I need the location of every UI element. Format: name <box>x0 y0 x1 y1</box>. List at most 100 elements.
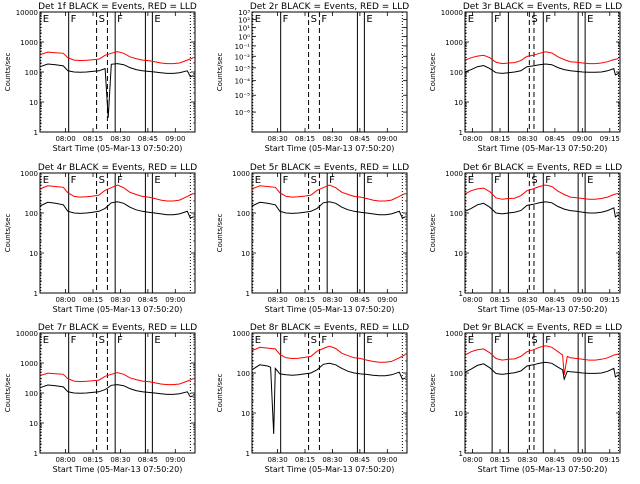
y-tick-label: 10 <box>454 410 463 418</box>
x-tick-label: 09:00 <box>377 296 397 304</box>
y-tick-label: 1000 <box>20 170 38 178</box>
x-tick-label: 08:45 <box>350 135 370 143</box>
plot-frame <box>251 11 408 133</box>
plot-frame <box>464 172 621 294</box>
marker-label: F <box>283 335 289 346</box>
y-tick-label: 10⁻¹ <box>235 43 251 51</box>
y-tick-label: 1000 <box>20 360 38 368</box>
marker-label: E <box>468 175 474 186</box>
y-tick-label: 1 <box>459 129 463 137</box>
marker-label: S <box>311 175 317 186</box>
x-tick-label: 09:00 <box>165 296 185 304</box>
marker-label: E <box>43 335 49 346</box>
y-axis-label: Counts/sec <box>216 214 224 253</box>
x-tick-label: 08:45 <box>138 456 158 464</box>
marker-label: F <box>545 335 551 346</box>
series-line-1 <box>464 51 619 65</box>
y-tick-label: 10⁻² <box>235 53 251 61</box>
y-tick-label: 1000 <box>445 39 463 47</box>
marker-label: E <box>154 14 160 25</box>
y-tick-label: 1 <box>34 450 38 458</box>
x-tick-label: 08:00 <box>463 456 483 464</box>
x-tick-label: 08:45 <box>545 456 565 464</box>
y-tick-label: 1 <box>34 129 38 137</box>
panel-title: Det 8r BLACK = Events, RED = LLD <box>250 323 409 333</box>
x-tick-label: 08:15 <box>490 135 510 143</box>
marker-label: F <box>283 175 289 186</box>
y-tick-label: 1000 <box>232 170 250 178</box>
y-tick-label: 10 <box>29 420 38 428</box>
marker-label: E <box>366 175 372 186</box>
marker-label: S <box>531 335 537 346</box>
marker-label: S <box>531 14 537 25</box>
y-tick-label: 1000 <box>445 330 463 338</box>
marker-label: F <box>117 335 123 346</box>
series-line-1 <box>464 184 619 200</box>
y-axis-label: Counts/sec <box>4 214 12 253</box>
panel-5: Det 5r BLACK = Events, RED = LLD Counts/s… <box>216 163 409 314</box>
marker-label: E <box>587 14 593 25</box>
panel-7: Det 7r BLACK = Events, RED = LLD Counts/s… <box>4 323 197 474</box>
x-tick-label: 08:30 <box>267 135 287 143</box>
x-axis-label: Start Time (05-Mar-13 07:50:20) <box>478 144 608 153</box>
series-line-1 <box>464 345 619 375</box>
x-tick-label: 08:30 <box>322 456 342 464</box>
x-tick-label: 08:00 <box>463 296 483 304</box>
x-tick-label: 08:30 <box>322 296 342 304</box>
y-tick-label: 1 <box>246 450 250 458</box>
panel-title: Det 2r BLACK = Events, RED = LLD <box>250 2 409 12</box>
marker-label: E <box>154 175 160 186</box>
y-tick-label: 10⁻⁶ <box>235 109 251 117</box>
series-line-1 <box>39 184 194 202</box>
panel-title: Det 7r BLACK = Events, RED = LLD <box>38 323 197 333</box>
panel-2: Det 2r BLACK = Events, RED = LLD Counts/s… <box>216 2 409 153</box>
x-tick-label: 08:45 <box>545 296 565 304</box>
x-tick-label: 08:00 <box>55 296 75 304</box>
panel-8: Det 8r BLACK = Events, RED = LLD Counts/s… <box>216 323 409 474</box>
y-tick-label: 100 <box>25 390 38 398</box>
x-tick-label: 08:45 <box>138 296 158 304</box>
marker-label: S <box>311 14 317 25</box>
x-tick-label: 09:00 <box>165 456 185 464</box>
marker-label: F <box>71 335 77 346</box>
series-line-2 <box>39 384 194 398</box>
series-line-2 <box>464 201 619 218</box>
y-axis-label: Counts/sec <box>429 374 437 413</box>
marker-label: F <box>545 175 551 186</box>
series-line-2 <box>39 63 194 118</box>
x-tick-label: 08:00 <box>55 135 75 143</box>
y-tick-label: 10 <box>29 250 38 258</box>
x-tick-label: 09:00 <box>572 296 592 304</box>
plot-frame <box>251 172 408 294</box>
x-tick-label: 08:15 <box>295 135 315 143</box>
panel-1: Det 1f BLACK = Events, RED = LLD Counts/s… <box>4 2 197 153</box>
plot-frame <box>251 332 408 454</box>
y-axis-label: Counts/sec <box>4 374 12 413</box>
plot-frame <box>39 11 196 133</box>
marker-label: E <box>43 14 49 25</box>
x-tick-label: 08:30 <box>517 135 537 143</box>
marker-label: F <box>117 14 123 25</box>
x-tick-label: 08:30 <box>517 456 537 464</box>
x-axis-label: Start Time (05-Mar-13 07:50:20) <box>265 144 395 153</box>
panel-title: Det 1f BLACK = Events, RED = LLD <box>38 2 197 12</box>
marker-label: F <box>494 14 500 25</box>
x-tick-label: 08:30 <box>110 296 130 304</box>
y-tick-label: 10 <box>241 410 250 418</box>
marker-label: S <box>311 335 317 346</box>
series-line-2 <box>464 63 619 76</box>
y-tick-label: 10⁻³ <box>235 65 251 73</box>
marker-label: F <box>321 335 327 346</box>
series-line-1 <box>39 51 194 65</box>
panel-title: Det 5r BLACK = Events, RED = LLD <box>250 163 409 173</box>
x-tick-label: 08:45 <box>350 296 370 304</box>
y-tick-label: 10³ <box>238 9 250 17</box>
x-tick-label: 08:30 <box>267 296 287 304</box>
y-tick-label: 10000 <box>441 9 463 17</box>
y-tick-label: 10⁻⁴ <box>235 78 251 86</box>
y-tick-label: 10000 <box>16 330 38 338</box>
y-tick-label: 1000 <box>232 330 250 338</box>
panel-4: Det 4r BLACK = Events, RED = LLD Counts/s… <box>4 163 197 314</box>
x-axis-label: Start Time (05-Mar-13 07:50:20) <box>478 465 608 474</box>
